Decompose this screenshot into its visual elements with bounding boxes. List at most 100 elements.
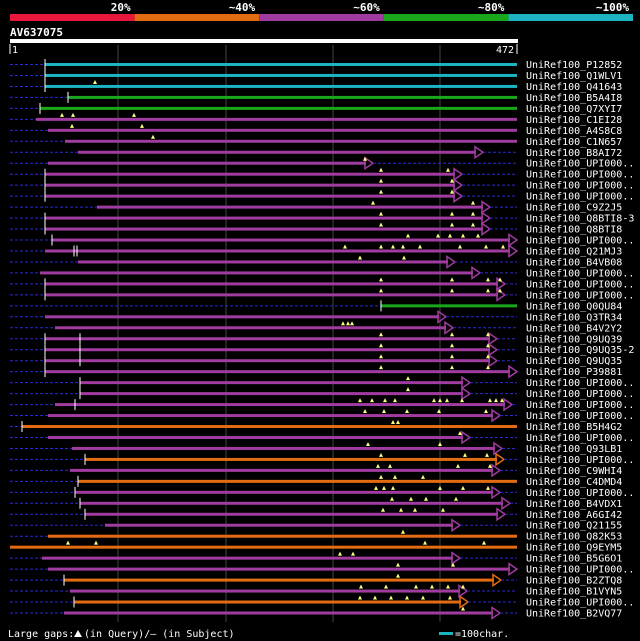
hit-label[interactable]: UniRef100_Q21155 [526,521,622,532]
hit-bar[interactable] [48,414,493,418]
hit-row[interactable]: UniRef100_B1VYN5 [10,584,622,598]
hit-label[interactable]: UniRef100_Q7XYI7 [526,104,622,115]
hit-bar[interactable] [45,84,517,88]
hit-label[interactable]: UniRef100_Q1WLV1 [526,71,622,82]
hit-label[interactable]: UniRef100_UPI000.. [526,159,634,170]
hit-row[interactable]: UniRef100_UPI000.. [10,386,634,401]
hit-bar[interactable] [45,183,455,187]
hit-label[interactable]: UniRef100_B5A4I8 [526,93,622,104]
hit-bar[interactable] [55,403,505,407]
hit-bar[interactable] [45,249,510,253]
hit-label[interactable]: UniRef100_UPI000.. [526,389,634,400]
hit-row[interactable]: UniRef100_Q1WLV1 [10,69,622,82]
hit-label[interactable]: UniRef100_Q93LB1 [526,444,622,455]
hit-row[interactable]: UniRef100_B4VB08 [10,255,622,269]
hit-bar[interactable] [45,227,483,231]
hit-bar[interactable] [40,106,517,110]
hit-label[interactable]: UniRef100_UPI000.. [526,192,634,203]
hit-bar[interactable] [45,194,455,198]
hit-bar[interactable] [45,348,490,352]
hit-row[interactable]: UniRef100_UPI000.. [10,266,634,280]
hit-label[interactable]: UniRef100_B5H4G2 [526,422,622,433]
hit-row[interactable]: UniRef100_B5H4G2 [10,420,622,433]
hit-row[interactable]: UniRef100_Q9UQ35 [10,353,622,368]
hit-label[interactable]: UniRef100_B4VDX1 [526,499,622,510]
hit-label[interactable]: UniRef100_UPI000.. [526,411,634,422]
hit-label[interactable]: UniRef100_P39881 [526,367,622,378]
hit-label[interactable]: UniRef100_C9WHI4 [526,466,622,477]
hit-row[interactable]: UniRef100_Q9UQ39 [10,331,622,346]
hit-bar[interactable] [105,523,453,527]
hit-label[interactable]: UniRef100_A4S8C8 [526,126,622,137]
hit-row[interactable]: UniRef100_Q8BTI8 [10,222,622,236]
hit-label[interactable]: UniRef100_Q9UQ39 [526,334,622,345]
hit-label[interactable]: UniRef100_B4V2Y2 [526,323,622,334]
hit-label[interactable]: UniRef100_Q41643 [526,82,622,93]
hit-row[interactable]: UniRef100_UPI000.. [10,178,634,193]
hit-bar[interactable] [48,534,517,538]
hit-row[interactable]: UniRef100_C4DMD4 [10,474,622,488]
hit-row[interactable]: UniRef100_B8AI72 [10,145,622,160]
hit-bar[interactable] [85,457,497,461]
hit-label[interactable]: UniRef100_UPI000.. [526,433,634,444]
hit-bar[interactable] [45,359,490,363]
hit-row[interactable]: UniRef100_Q9EYM5 [10,540,622,554]
hit-label[interactable]: UniRef100_UPI000.. [526,488,634,499]
hit-bar[interactable] [45,63,517,66]
hit-label[interactable]: UniRef100_Q21MJ3 [526,246,622,257]
hit-label[interactable]: UniRef100_UPI000.. [526,378,634,389]
hit-row[interactable]: UniRef100_UPI000.. [10,408,634,423]
hit-bar[interactable] [45,172,455,176]
hit-row[interactable]: UniRef100_C1N657 [10,134,622,148]
hit-label[interactable]: UniRef100_P12852 [526,60,622,71]
hit-row[interactable]: UniRef100_C1EI28 [10,112,622,126]
hit-label[interactable]: UniRef100_UPI000.. [526,181,634,192]
hit-label[interactable]: UniRef100_Q0QU84 [526,301,622,312]
hit-bar[interactable] [10,545,517,549]
hit-row[interactable]: UniRef100_UPI000.. [10,430,634,445]
hit-bar[interactable] [64,611,493,615]
hit-bar[interactable] [45,293,498,297]
hit-row[interactable]: UniRef100_A4S8C8 [10,123,622,137]
hit-row[interactable]: UniRef100_UPI000.. [10,562,634,577]
hit-bar[interactable] [70,468,493,472]
hit-row[interactable]: UniRef100_UPI000.. [10,375,634,390]
hit-bar[interactable] [48,567,510,571]
hit-label[interactable]: UniRef100_C9Z2J5 [526,203,622,214]
hit-label[interactable]: UniRef100_Q9EYM5 [526,543,622,554]
hit-bar[interactable] [45,315,439,319]
hit-label[interactable]: UniRef100_UPI000.. [526,455,634,466]
hit-bar[interactable] [45,282,498,286]
hit-row[interactable]: UniRef100_Q21155 [10,518,622,533]
hit-row[interactable]: UniRef100_C9Z2J5 [10,200,622,215]
hit-row[interactable]: UniRef100_P12852 [10,59,622,71]
hit-row[interactable]: UniRef100_UPI000.. [10,397,634,412]
hit-label[interactable]: UniRef100_C1EI28 [526,115,622,126]
hit-row[interactable]: UniRef100_UPI000.. [10,156,634,171]
hit-bar[interactable] [48,435,463,439]
hit-label[interactable]: UniRef100_UPI000.. [526,236,634,247]
hit-row[interactable]: UniRef100_Q9UQ35-2 [10,342,634,357]
hit-row[interactable]: UniRef100_UPI000.. [10,276,634,291]
hit-bar[interactable] [78,479,517,483]
hit-label[interactable]: UniRef100_UPI000.. [526,565,634,576]
hit-label[interactable]: UniRef100_Q8BTI8 [526,225,622,236]
hit-row[interactable]: UniRef100_UPI000.. [10,452,634,467]
hit-bar[interactable] [52,238,510,242]
hit-row[interactable]: UniRef100_P39881 [10,364,622,379]
hit-label[interactable]: UniRef100_UPI000.. [526,290,634,301]
hit-bar[interactable] [22,425,517,429]
hit-row[interactable]: UniRef100_A6GI42 [10,507,622,522]
hit-label[interactable]: UniRef100_Q3TR34 [526,312,622,323]
hit-label[interactable]: UniRef100_B1VYN5 [526,587,622,598]
hit-row[interactable]: UniRef100_B4VDX1 [10,496,622,511]
hit-bar[interactable] [45,73,517,77]
hit-row[interactable]: UniRef100_Q0QU84 [10,300,622,312]
hit-label[interactable]: UniRef100_B2VQ77 [526,609,622,620]
hit-bar[interactable] [48,161,366,165]
hit-bar[interactable] [42,556,453,560]
hit-label[interactable]: UniRef100_A6GI42 [526,510,622,521]
hit-bar[interactable] [75,490,493,494]
hit-row[interactable]: UniRef100_UPI000.. [10,485,634,500]
hit-bar[interactable] [78,260,448,264]
